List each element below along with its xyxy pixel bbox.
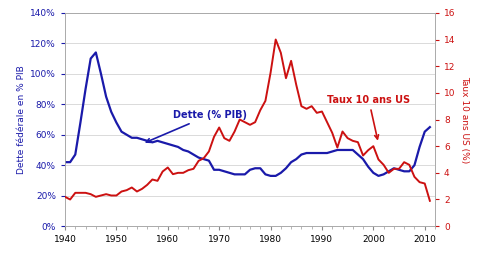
Y-axis label: Taux 10 ans US (%): Taux 10 ans US (%)	[460, 76, 468, 163]
Text: Taux 10 ans US: Taux 10 ans US	[327, 95, 410, 139]
Text: Dette (% PIB): Dette (% PIB)	[146, 110, 247, 142]
Y-axis label: Dette fédérale en % PIB: Dette fédérale en % PIB	[17, 65, 26, 174]
